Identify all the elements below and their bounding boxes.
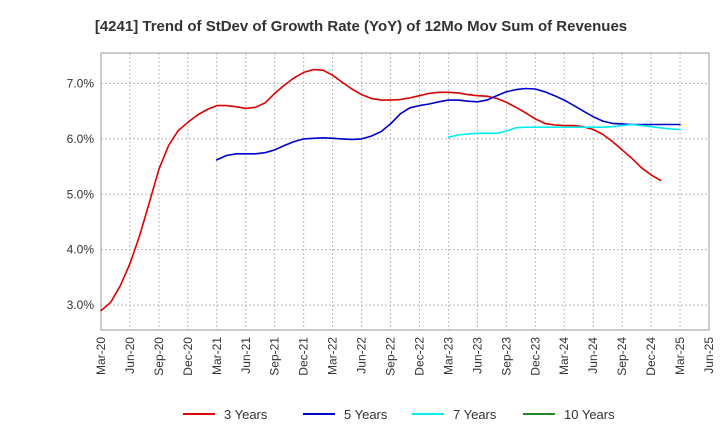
x-tick-label: Jun-22 [355,337,369,374]
x-tick-label: Mar-23 [441,337,455,375]
y-tick-label: 7.0% [67,76,95,90]
x-tick-label: Dec-23 [528,337,542,376]
x-tick-label: Jun-25 [702,337,716,374]
x-tick-label: Dec-21 [297,337,311,376]
x-tick-label: Mar-21 [210,337,224,375]
series-layer [100,68,681,312]
x-tick-label: Sep-23 [499,337,513,376]
x-tick-label: Sep-22 [384,337,398,376]
x-tick-label: Sep-20 [152,337,166,376]
series-line-7-years [447,123,681,138]
legend-label-10-years: 10 Years [564,407,615,422]
legend-label-3-years: 3 Years [224,407,268,422]
x-tick-label: Mar-25 [673,337,687,375]
x-tick-label: Mar-20 [94,337,108,375]
plot-frame [100,52,710,331]
y-tick-label: 5.0% [67,187,95,201]
x-tick-label: Dec-24 [644,337,658,376]
axis-layer: 3.0% 4.0% 5.0% 6.0% 7.0% Mar-20 Jun-20 Sep-20 De… [67,52,716,376]
chart-title: [4241] Trend of StDev of Growth Rate (Yo… [95,18,627,35]
x-tick-label: Dec-22 [412,337,426,376]
grid-layer [100,53,710,330]
x-tick-label: Sep-21 [268,337,282,376]
y-tick-label: 4.0% [67,243,95,257]
series-line-3-years [100,68,662,312]
legend-label-7-years: 7 Years [453,407,497,422]
legend: 3 Years 5 Years 7 Years 10 Years [183,407,615,422]
x-tick-label: Mar-22 [326,337,340,375]
legend-label-5-years: 5 Years [344,407,388,422]
x-tick-label: Jun-23 [470,337,484,374]
x-tick-label: Mar-24 [557,337,571,375]
series-line-5-years [216,87,681,161]
y-tick-label: 6.0% [67,132,95,146]
x-tick-label: Jun-24 [586,337,600,374]
y-tick-label: 3.0% [67,298,95,312]
x-tick-label: Sep-24 [615,337,629,376]
x-tick-label: Jun-20 [123,337,137,374]
x-tick-label: Dec-20 [181,337,195,376]
x-tick-label: Jun-21 [239,337,253,374]
